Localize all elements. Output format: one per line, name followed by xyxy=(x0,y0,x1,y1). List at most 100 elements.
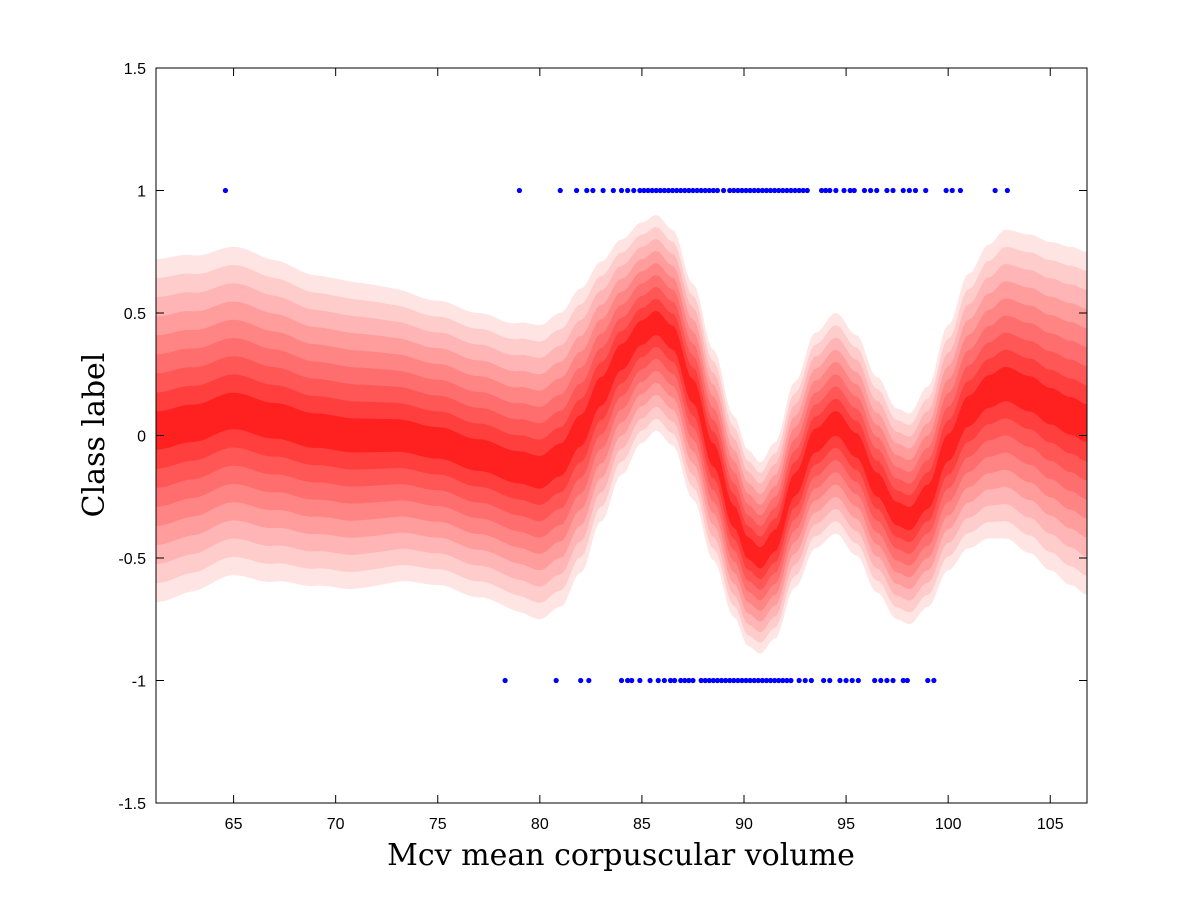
data-point xyxy=(900,677,906,684)
data-point xyxy=(690,677,696,684)
data-point xyxy=(747,677,753,684)
data-point xyxy=(686,187,692,194)
data-point xyxy=(625,677,631,684)
data-point xyxy=(784,187,790,194)
data-point xyxy=(841,187,847,194)
data-point xyxy=(780,187,786,194)
data-point xyxy=(557,187,563,194)
data-point xyxy=(678,677,684,684)
data-point xyxy=(767,677,774,684)
y-tick-label: 1 xyxy=(137,184,146,201)
data-point xyxy=(957,187,964,194)
y-axis-label: Class label xyxy=(77,353,112,518)
data-point xyxy=(731,677,737,684)
data-point xyxy=(884,187,890,194)
axis-ticks xyxy=(156,67,1087,804)
data-point xyxy=(1004,187,1010,194)
x-tick-label: 75 xyxy=(429,816,447,833)
data-point xyxy=(755,187,761,194)
data-point xyxy=(618,187,625,194)
data-point xyxy=(802,677,808,684)
data-point xyxy=(714,677,721,684)
data-point xyxy=(808,677,814,684)
data-point xyxy=(847,187,853,194)
data-point xyxy=(573,187,580,194)
y-tick-label: -1 xyxy=(132,674,146,691)
confidence-band-9 xyxy=(156,310,1087,569)
data-point xyxy=(751,677,757,684)
data-point xyxy=(759,187,765,194)
x-tick-label: 100 xyxy=(935,816,962,833)
data-point xyxy=(702,187,708,194)
data-point xyxy=(739,187,745,194)
data-point xyxy=(678,187,684,194)
uncertainty-bands xyxy=(156,215,1087,654)
y-tick-label: 1.5 xyxy=(124,61,146,78)
data-point xyxy=(702,677,708,684)
y-tick-label: -0.5 xyxy=(118,551,146,568)
data-point xyxy=(763,677,770,684)
x-tick-label: 90 xyxy=(735,816,753,833)
data-point xyxy=(788,677,794,684)
data-point xyxy=(759,677,765,684)
data-point xyxy=(649,187,655,194)
data-point xyxy=(682,187,688,194)
data-point xyxy=(706,187,712,194)
data-point xyxy=(772,187,778,194)
data-point xyxy=(833,187,839,194)
data-point xyxy=(661,187,667,194)
data-point xyxy=(943,187,949,194)
data-point xyxy=(800,187,806,194)
data-point xyxy=(827,187,833,194)
tick-labels: 65 70 75 80 85 90 95 100 105 -1.5 -1 -0.5 0 0.5 1 1.5 xyxy=(118,61,1063,833)
data-point xyxy=(851,187,857,194)
data-point xyxy=(755,677,761,684)
data-point xyxy=(931,677,937,684)
data-point xyxy=(718,677,725,684)
data-point xyxy=(629,677,635,684)
data-point xyxy=(727,677,733,684)
data-point xyxy=(661,677,667,684)
x-axis-label: Mcv mean corpuscular volume xyxy=(387,838,855,873)
data-point xyxy=(767,187,774,194)
data-point xyxy=(625,187,631,194)
data-point xyxy=(747,187,753,194)
data-point xyxy=(578,677,584,684)
data-point xyxy=(641,187,647,194)
x-tick-label: 95 xyxy=(837,816,855,833)
data-point xyxy=(949,187,955,194)
x-tick-label: 85 xyxy=(633,816,651,833)
data-point xyxy=(665,187,672,194)
data-point xyxy=(796,677,802,684)
data-point xyxy=(861,187,868,194)
y-tick-label: 0.5 xyxy=(124,306,146,323)
data-point xyxy=(727,187,733,194)
data-point xyxy=(516,187,523,194)
data-point xyxy=(618,677,625,684)
data-point xyxy=(925,677,931,684)
data-point xyxy=(714,187,721,194)
data-point xyxy=(584,187,590,194)
y-tick-label: 0 xyxy=(137,429,146,446)
data-point xyxy=(694,187,700,194)
data-point xyxy=(667,677,674,684)
x-tick-label: 65 xyxy=(225,816,243,833)
data-point xyxy=(776,677,782,684)
data-point xyxy=(992,187,998,194)
data-point xyxy=(631,187,637,194)
data-point xyxy=(818,187,825,194)
data-point xyxy=(735,677,741,684)
data-point xyxy=(776,187,782,194)
data-point xyxy=(751,187,757,194)
data-point xyxy=(706,677,712,684)
data-point xyxy=(735,187,741,194)
data-point xyxy=(867,187,874,194)
data-point xyxy=(788,187,794,194)
data-point xyxy=(890,187,896,194)
data-point xyxy=(671,677,678,684)
data-point xyxy=(874,187,880,194)
data-point xyxy=(637,677,643,684)
data-point xyxy=(222,187,229,194)
data-point xyxy=(906,187,912,194)
data-point xyxy=(884,677,890,684)
